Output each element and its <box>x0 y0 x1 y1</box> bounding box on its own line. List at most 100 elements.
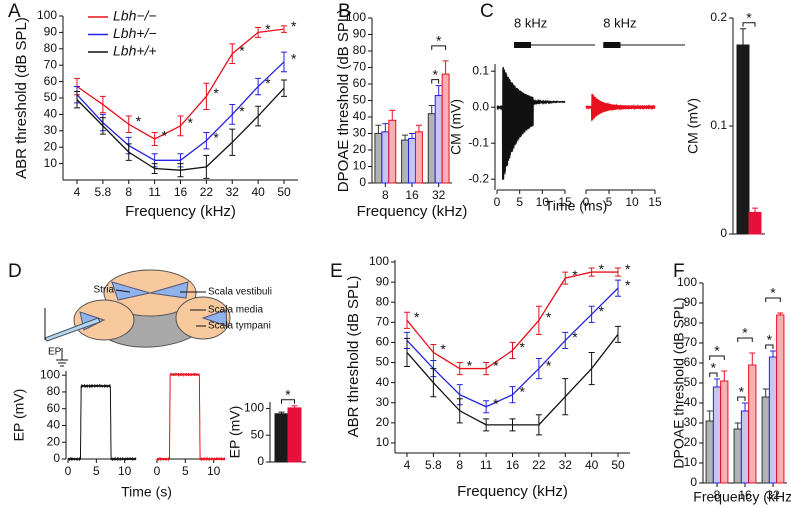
panel-label: F <box>673 261 685 282</box>
significance: * <box>746 10 752 26</box>
y-tick-label: 0 <box>257 454 264 468</box>
y-tick-label: 10 <box>684 455 698 469</box>
significance: * <box>714 343 720 359</box>
y-tick-label: 10 <box>353 159 367 173</box>
bar <box>733 428 742 484</box>
x-tick-label: 10 <box>207 464 221 478</box>
y-tick-label: 10 <box>376 435 390 449</box>
significance: * <box>599 303 605 319</box>
y-tick-label: 60 <box>376 335 390 349</box>
y-tick-label: 20 <box>353 142 367 156</box>
y-axis-label: DPOAE threshold (dB SPL) <box>671 297 687 468</box>
x-tick-label: 16 <box>405 188 419 202</box>
error-bar <box>203 131 210 150</box>
y-tick-label: 80 <box>47 384 61 398</box>
x-tick-label: 0 <box>154 464 161 478</box>
error-bar <box>375 124 382 134</box>
error-bar <box>734 422 741 429</box>
significance: * <box>546 357 552 373</box>
y-tick-label: 50 <box>684 375 698 389</box>
error-bar <box>229 104 236 125</box>
error-bar <box>281 25 287 33</box>
error-bar <box>428 104 435 114</box>
y-tick-label: 60 <box>47 401 61 415</box>
significance: * <box>213 85 219 101</box>
leader-lines <box>115 289 206 327</box>
x-tick-label: 32 <box>766 488 780 502</box>
x-tick-label: 5 <box>516 195 523 209</box>
significance: * <box>572 329 578 345</box>
error-bar <box>562 378 569 416</box>
bar <box>720 380 729 484</box>
y-tick-label: 80 <box>44 41 58 55</box>
x-tick-label: 4 <box>74 185 81 199</box>
x-tick-label: 8 <box>125 185 132 199</box>
significance: * <box>432 66 438 82</box>
legend-label: Lbh−/− <box>113 8 157 24</box>
panel-label: D <box>8 261 22 282</box>
significance: * <box>625 277 631 293</box>
x-tick-label: 8 <box>456 458 463 472</box>
error-bar <box>409 133 415 139</box>
y-tick-label: 30 <box>353 126 367 140</box>
x-tick-label: 0 <box>494 195 501 209</box>
diagram-label: Scala vestibuli <box>208 287 272 298</box>
significance-bracket <box>742 22 756 27</box>
y-tick-label: -0.2 <box>468 171 489 185</box>
error-bar <box>483 362 490 376</box>
y-tick-label: 100 <box>346 10 366 24</box>
bar <box>736 44 750 235</box>
y-tick-label: 20 <box>44 139 58 153</box>
significance: * <box>436 33 442 49</box>
legend-label: Lbh+/− <box>113 25 157 41</box>
y-tick-label: 20 <box>684 435 698 449</box>
x-tick-label: 5 <box>93 464 100 478</box>
significance: * <box>265 21 271 37</box>
x-tick-label: 0 <box>583 195 590 209</box>
error-bar <box>382 123 389 132</box>
error-bar <box>291 405 298 408</box>
error-bar <box>721 370 728 381</box>
significance-bracket <box>709 372 718 377</box>
significance: * <box>572 267 578 283</box>
error-bar <box>177 115 184 137</box>
x-tick-label: 5 <box>182 464 189 478</box>
bar <box>427 113 436 184</box>
diagram-label: Stria <box>93 285 114 296</box>
error-bar <box>151 131 158 147</box>
y-axis-label: ABR threshold (dB SPL) <box>345 276 362 438</box>
y-tick-label: 100 <box>244 401 264 415</box>
y-tick-label: -0.1 <box>468 135 489 149</box>
y-tick-label: 40 <box>47 418 61 432</box>
diagram-label: Scala media <box>208 305 263 316</box>
error-bar <box>430 368 437 398</box>
error-bar <box>777 312 784 315</box>
significance-bracket <box>709 355 725 360</box>
significance: * <box>213 129 219 145</box>
significance-bracket <box>431 79 440 84</box>
y-axis-label: CM (mV) <box>448 99 464 155</box>
error-bar <box>74 90 80 109</box>
bar <box>761 396 770 484</box>
error-bar <box>415 124 422 132</box>
x-axis-label: Time (ms) <box>545 198 607 214</box>
y-tick-label: 10 <box>44 156 58 170</box>
stimulus-label: 8 kHz <box>603 15 636 30</box>
electrode <box>44 317 101 342</box>
y-tick-label: 100 <box>369 254 389 268</box>
error-bar <box>588 267 595 277</box>
error-bar <box>255 77 262 96</box>
bar <box>287 407 302 463</box>
significance: * <box>291 18 297 34</box>
significance: * <box>546 309 552 325</box>
y-tick-label: 30 <box>684 415 698 429</box>
y-tick-label: 0.0 <box>472 99 489 113</box>
significance: * <box>239 42 245 58</box>
significance-bracket <box>431 45 447 50</box>
x-tick-label: 11 <box>148 185 161 199</box>
y-tick-label: 70 <box>353 60 367 74</box>
error-bar <box>714 378 720 387</box>
trace <box>67 383 137 462</box>
x-tick-label: 5.8 <box>95 185 112 199</box>
error-bar <box>535 358 542 380</box>
